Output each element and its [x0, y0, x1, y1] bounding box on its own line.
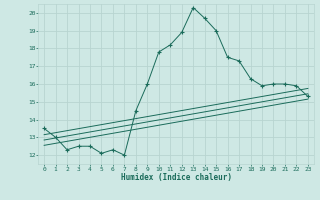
X-axis label: Humidex (Indice chaleur): Humidex (Indice chaleur) [121, 173, 231, 182]
